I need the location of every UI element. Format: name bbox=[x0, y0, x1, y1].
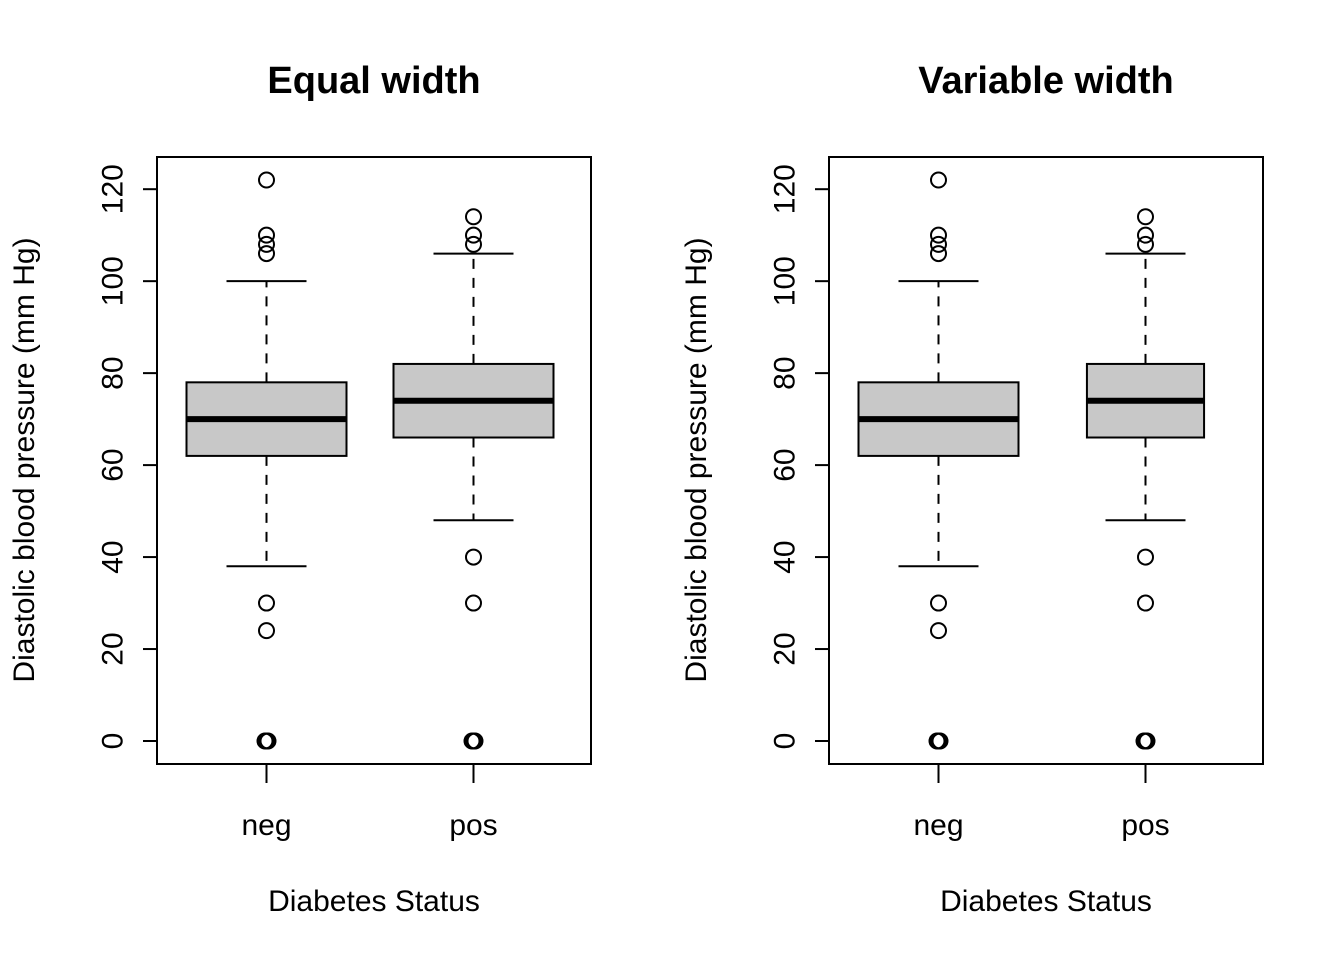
outlier-point bbox=[465, 594, 482, 612]
y-tick-label: 0 bbox=[769, 733, 802, 750]
outlier-point bbox=[930, 235, 947, 253]
x-tick-label: pos bbox=[1121, 809, 1169, 842]
chart-title: Variable width bbox=[918, 60, 1174, 102]
y-axis-label: Diastolic blood pressure (mm Hg) bbox=[8, 237, 41, 682]
outlier-point bbox=[930, 171, 947, 189]
y-tick-label: 60 bbox=[97, 448, 130, 481]
y-tick-label: 80 bbox=[97, 356, 130, 389]
x-axis-label: Diabetes Status bbox=[268, 885, 480, 918]
outlier-point bbox=[465, 548, 482, 566]
panel-equal-width: Equal width Diabetes Status Diastolic bl… bbox=[8, 60, 592, 918]
y-tick-label: 20 bbox=[769, 632, 802, 665]
chart-title: Equal width bbox=[267, 60, 480, 102]
outlier-point bbox=[1137, 594, 1154, 612]
outlier-point bbox=[258, 245, 275, 263]
outlier-point bbox=[930, 245, 947, 263]
outlier-point bbox=[258, 594, 275, 612]
outlier-point bbox=[1138, 732, 1156, 750]
outlier-point bbox=[931, 732, 949, 750]
y-tick-label: 60 bbox=[769, 448, 802, 481]
outlier-point bbox=[1137, 235, 1154, 253]
plot-frame bbox=[828, 156, 1264, 765]
y-axis-label: Diastolic blood pressure (mm Hg) bbox=[680, 237, 713, 682]
outlier-point bbox=[258, 622, 275, 640]
y-tick-label: 120 bbox=[769, 164, 802, 214]
outlier-point bbox=[1137, 548, 1154, 566]
plot-marks: 0 20 40 60 80 100 120 neg pos bbox=[769, 164, 1206, 842]
panel-variable-width: Variable width Diabetes Status Diastolic… bbox=[680, 60, 1264, 918]
y-tick-label: 0 bbox=[97, 733, 130, 750]
y-tick-label: 100 bbox=[97, 256, 130, 306]
y-tick-label: 100 bbox=[769, 256, 802, 306]
x-tick-label: neg bbox=[241, 809, 291, 842]
outlier-point bbox=[258, 171, 275, 189]
outlier-point bbox=[465, 226, 482, 244]
y-tick-label: 80 bbox=[769, 356, 802, 389]
y-tick-label: 20 bbox=[97, 632, 130, 665]
outlier-point bbox=[930, 622, 947, 640]
outlier-point bbox=[1137, 226, 1154, 244]
x-tick-label: pos bbox=[449, 809, 497, 842]
outlier-point bbox=[1137, 208, 1154, 226]
y-tick-label: 120 bbox=[97, 164, 130, 214]
outlier-point bbox=[466, 732, 484, 750]
outlier-point bbox=[258, 226, 275, 244]
outlier-point bbox=[259, 732, 277, 750]
plot-frame bbox=[156, 156, 592, 765]
outlier-point bbox=[930, 226, 947, 244]
x-tick-label: neg bbox=[913, 809, 963, 842]
plot-marks: 0 20 40 60 80 100 120 neg pos bbox=[97, 164, 555, 842]
y-tick-label: 40 bbox=[97, 540, 130, 573]
outlier-point bbox=[465, 208, 482, 226]
outlier-point bbox=[258, 235, 275, 253]
outlier-point bbox=[930, 594, 947, 612]
x-axis-label: Diabetes Status bbox=[940, 885, 1152, 918]
y-tick-label: 40 bbox=[769, 540, 802, 573]
outlier-point bbox=[465, 235, 482, 253]
